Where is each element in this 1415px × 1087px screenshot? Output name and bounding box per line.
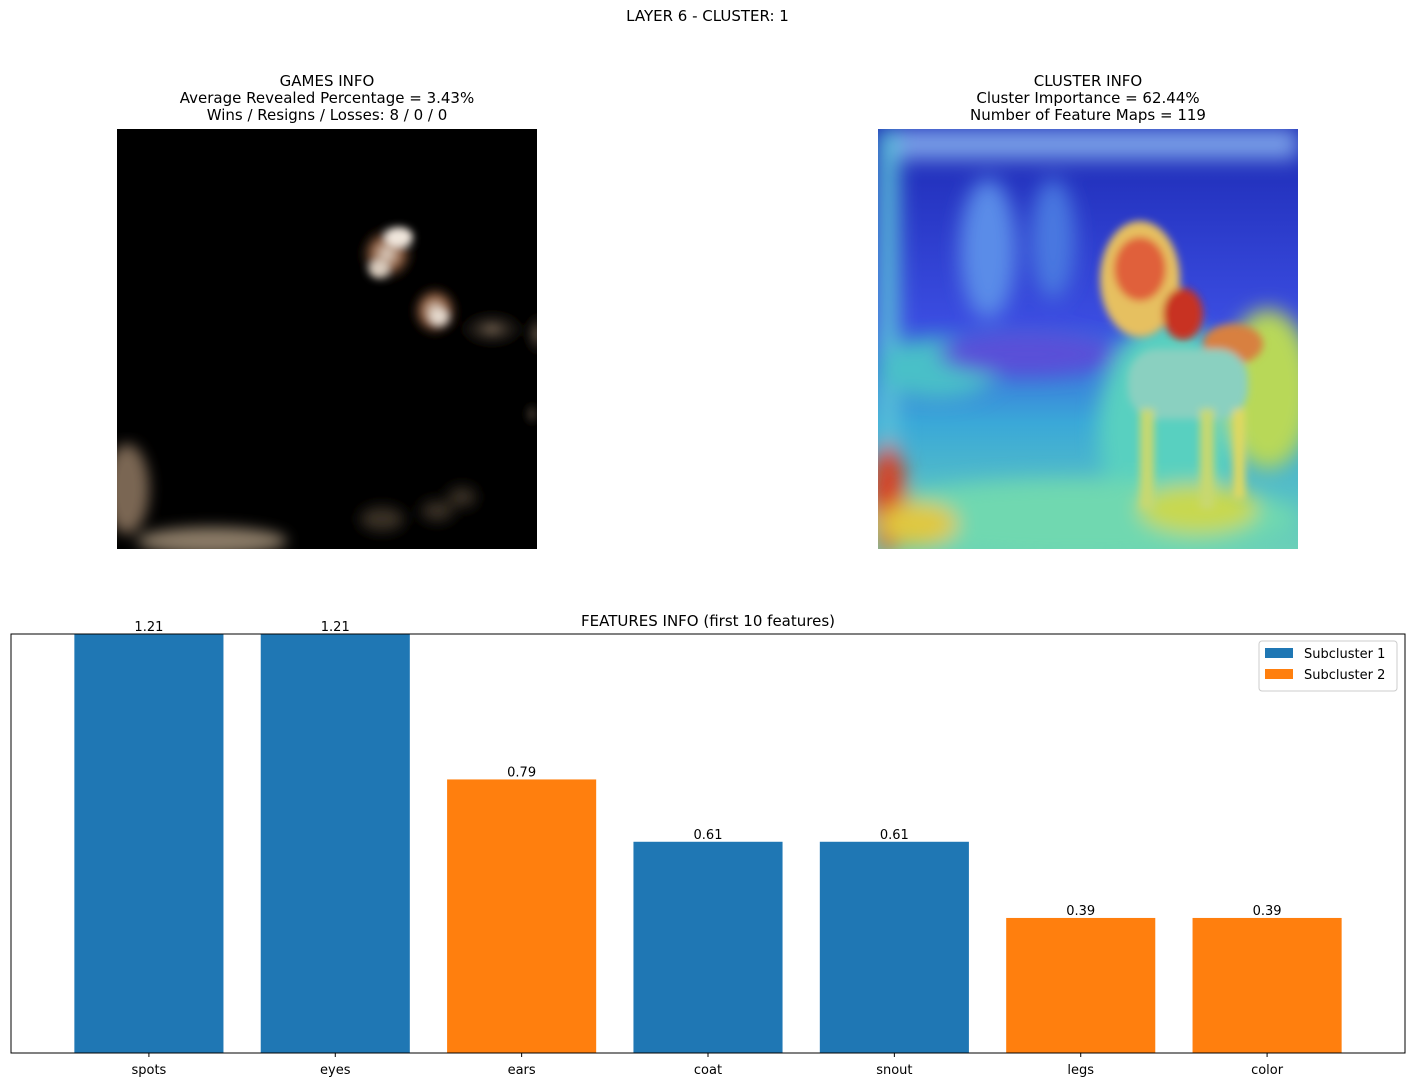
bar-spots (74, 634, 224, 1053)
legend-label-1: Subcluster 1 (1304, 647, 1385, 662)
data-label-snout: 0.61 (880, 828, 909, 843)
bar-legs (1006, 917, 1156, 1053)
legend-swatch-2 (1265, 669, 1293, 679)
data-label-eyes: 1.21 (321, 620, 350, 635)
cluster-info-title-block: CLUSTER INFO Cluster Importance = 62.44%… (828, 73, 1348, 124)
bar-ears (447, 779, 597, 1053)
cluster-info-importance: Cluster Importance = 62.44% (976, 89, 1200, 107)
games-info-results: Wins / Resigns / Losses: 8 / 0 / 0 (206, 106, 448, 124)
games-info-title: GAMES INFO (279, 72, 375, 90)
x-tick-label-ears: ears (508, 1063, 536, 1078)
data-label-ears: 0.79 (507, 765, 536, 780)
data-label-spots: 1.21 (134, 620, 163, 635)
games-info-title-block: GAMES INFO Average Revealed Percentage =… (67, 73, 587, 124)
data-label-color: 0.39 (1253, 904, 1282, 919)
cluster-info-feature-maps: Number of Feature Maps = 119 (970, 106, 1206, 124)
x-tick-label-color: color (1251, 1063, 1284, 1078)
bar-snout (819, 841, 969, 1053)
games-info-revealed: Average Revealed Percentage = 3.43% (179, 89, 475, 107)
legend-label-2: Subcluster 2 (1304, 668, 1385, 683)
x-tick-label-spots: spots (131, 1063, 166, 1078)
bar-eyes (260, 634, 410, 1053)
bar-color (1192, 917, 1342, 1053)
heatmap-image (878, 129, 1298, 549)
revealed-image (117, 129, 537, 549)
x-tick-label-snout: snout (876, 1063, 912, 1078)
chart-title: FEATURES INFO (first 10 features) (581, 612, 835, 630)
legend-swatch-1 (1265, 648, 1293, 658)
axes-frame (10, 633, 1406, 1054)
x-tick-label-eyes: eyes (320, 1063, 351, 1078)
data-label-coat: 0.61 (694, 828, 723, 843)
bar-coat (633, 841, 783, 1053)
cluster-info-title: CLUSTER INFO (1033, 72, 1143, 90)
figure-title: LAYER 6 - CLUSTER: 1 (626, 7, 789, 25)
x-tick-label-legs: legs (1067, 1063, 1094, 1078)
x-tick-label-coat: coat (694, 1063, 722, 1078)
data-label-legs: 0.39 (1066, 904, 1095, 919)
legend-box (1258, 640, 1398, 692)
